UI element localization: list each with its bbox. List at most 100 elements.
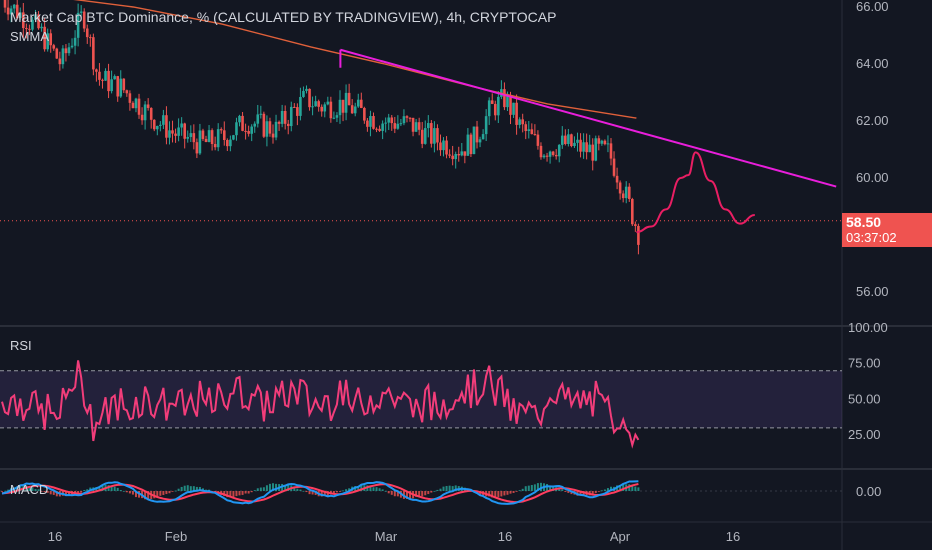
macd-histogram-bar (162, 491, 165, 496)
macd-pane-label[interactable]: MACD (10, 482, 49, 497)
macd-histogram-bar (16, 486, 19, 491)
candle-body (186, 136, 190, 139)
candle-body (162, 115, 165, 125)
candle-body (134, 98, 138, 109)
macd-histogram-bar (546, 484, 549, 491)
candle-body (585, 142, 588, 153)
macd-histogram-bar (603, 489, 606, 491)
rsi-pane-label[interactable]: RSI (10, 338, 32, 353)
macd-histogram-bar (533, 484, 536, 491)
candle-body (213, 144, 217, 148)
macd-histogram-bar (512, 491, 515, 493)
candle-body (198, 130, 202, 154)
candle-body (226, 140, 229, 147)
candle-body (515, 102, 518, 125)
macd-histogram-bar (357, 486, 360, 491)
candle-body (524, 124, 528, 132)
candle-body (305, 88, 308, 91)
macd-histogram-bar (305, 491, 308, 493)
macd-histogram-bar (284, 484, 287, 491)
candle-body (487, 100, 491, 117)
candle-body (204, 138, 208, 143)
candle-body (399, 123, 403, 125)
time-axis-tick: 16 (498, 529, 512, 544)
macd-histogram-bar (558, 487, 561, 491)
macd-histogram-bar (272, 483, 275, 491)
macd-histogram-bar (323, 491, 326, 496)
candle-body (445, 140, 448, 155)
candle-body (28, 28, 31, 30)
candle-body (603, 140, 607, 145)
candle-body (46, 33, 49, 50)
candle-body (3, 0, 7, 8)
macd-histogram-bar (183, 485, 186, 491)
macd-histogram-bar (597, 491, 600, 492)
candle-body (116, 76, 120, 97)
macd-histogram-bar (40, 491, 43, 492)
candle-body (378, 128, 381, 131)
macd-histogram-bar (342, 490, 345, 492)
candle-body (554, 154, 558, 157)
candle-body (235, 122, 238, 136)
candle-body (308, 88, 311, 108)
macd-histogram-bar (369, 486, 372, 491)
candle-body (594, 138, 598, 161)
candle-body (159, 124, 162, 126)
candle-body (314, 101, 317, 107)
macd-histogram-bar (113, 486, 116, 491)
candle-body (58, 58, 62, 65)
candle-body (268, 121, 272, 134)
candle-body (82, 11, 86, 29)
macd-histogram-bar (259, 487, 262, 491)
price-axis-tick: 62.00 (856, 113, 889, 128)
macd-histogram-bar (506, 491, 509, 495)
macd-histogram-bar (189, 486, 192, 491)
macd-histogram-bar (424, 491, 427, 496)
candle-body (174, 133, 177, 136)
candle-body (52, 45, 56, 49)
candle-body (119, 78, 123, 97)
candle-body (393, 123, 397, 129)
candle-body (448, 154, 451, 156)
candle-body (222, 130, 226, 141)
candle-body (296, 107, 299, 116)
candle-body (92, 37, 95, 70)
macd-histogram-bar (247, 491, 250, 494)
candle-body (265, 121, 269, 137)
macd-histogram-bar (229, 491, 232, 497)
macd-histogram-bar (448, 485, 451, 491)
candle-body (402, 116, 406, 124)
macd-histogram-bar (430, 491, 433, 493)
candle-body (618, 182, 622, 194)
macd-histogram-bar (165, 491, 168, 495)
rsi-line (1, 360, 640, 449)
candle-body (503, 89, 506, 108)
macd-histogram-bar (381, 489, 384, 491)
macd-histogram-bar (128, 491, 131, 494)
candle-body (463, 151, 467, 156)
candle-body (183, 123, 186, 139)
macd-histogram-bar (372, 487, 375, 491)
candle-body (338, 99, 342, 116)
macd-histogram-bar (500, 491, 503, 497)
candle-body (61, 48, 65, 65)
candle-body (143, 104, 147, 121)
candle-body (140, 114, 144, 121)
candle-body (475, 126, 479, 143)
trend-line (340, 48, 837, 188)
macd-histogram-bar (265, 485, 268, 491)
candle-body (405, 116, 409, 118)
macd-histogram-bar (494, 491, 497, 498)
indicator-label-smma[interactable]: SMMA (10, 29, 49, 44)
macd-histogram-bar (634, 486, 637, 491)
candle-body (423, 128, 427, 144)
macd-histogram-bar (52, 491, 55, 495)
macd-histogram-bar (171, 491, 174, 492)
candle-body (442, 140, 445, 151)
candle-body (43, 26, 46, 50)
candle-body (31, 19, 34, 30)
time-axis-tick: Apr (610, 529, 631, 544)
macd-histogram-bar (320, 491, 323, 497)
macd-histogram-bar (28, 487, 31, 491)
